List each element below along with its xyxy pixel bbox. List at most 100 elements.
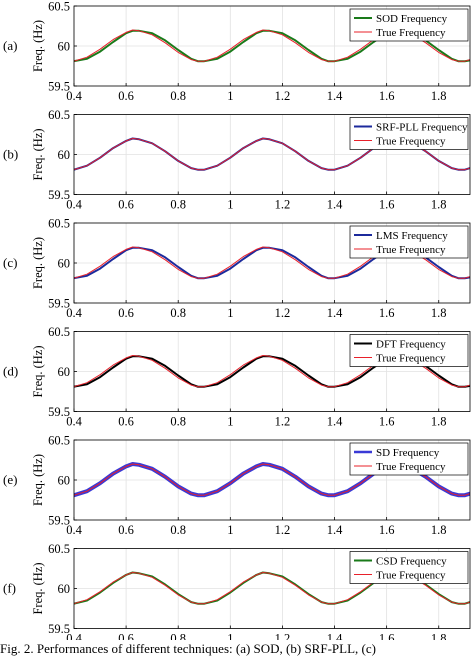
x-tick-label: 1.6 <box>379 415 395 429</box>
x-tick-label: 0.8 <box>170 89 186 103</box>
x-tick-label: 1 <box>227 306 233 320</box>
x-tick-label: 1.8 <box>431 632 447 641</box>
y-tick-label: 60.5 <box>48 325 70 339</box>
y-tick-label: 59.5 <box>48 80 70 94</box>
y-tick-label: 59.5 <box>48 297 70 311</box>
y-axis-label: Freq. (Hz) <box>31 562 45 614</box>
legend-label: True Frequency <box>376 27 446 39</box>
legend-label: SOD Frequency <box>376 13 448 25</box>
x-tick-label: 1.4 <box>327 632 343 641</box>
panel-label: (a) <box>3 38 17 53</box>
x-tick-label: 0.6 <box>118 632 134 641</box>
x-tick-label: 0.8 <box>170 415 186 429</box>
y-tick-label: 59.5 <box>48 514 70 528</box>
x-tick-label: 1.2 <box>275 198 291 212</box>
legend: LMS Frequency True Frequency <box>349 225 469 259</box>
x-tick-label: 0.4 <box>66 415 82 429</box>
x-tick-label: 0.8 <box>170 306 186 320</box>
y-axis-label: Freq. (Hz) <box>31 345 45 397</box>
figure-caption: Fig. 2. Performances of different techni… <box>0 641 376 656</box>
x-tick-label: 1.2 <box>275 523 291 537</box>
x-tick-label: 1.2 <box>275 306 291 320</box>
x-tick-label: 1.6 <box>379 523 395 537</box>
x-tick-label: 1.8 <box>431 306 447 320</box>
legend-box <box>349 551 469 584</box>
legend-box <box>349 117 469 150</box>
legend: SRF-PLL Frequency True Frequency <box>349 117 469 150</box>
y-tick-label: 60.5 <box>48 434 70 448</box>
panel-label: (f) <box>3 581 16 596</box>
x-tick-label: 0.8 <box>170 523 186 537</box>
y-tick-label: 60.5 <box>48 0 70 14</box>
y-tick-label: 59.5 <box>48 188 70 202</box>
x-tick-label: 1.4 <box>327 306 343 320</box>
x-tick-label: 1 <box>227 415 233 429</box>
y-axis-label: Freq. (Hz) <box>31 128 45 180</box>
x-tick-label: 0.8 <box>170 198 186 212</box>
panel-label: (c) <box>3 255 17 270</box>
y-tick-label: 60.5 <box>48 542 70 556</box>
x-tick-label: 0.4 <box>66 523 82 537</box>
legend-label: CSD Frequency <box>376 556 447 568</box>
legend-box <box>349 334 469 367</box>
x-tick-label: 1.6 <box>379 198 395 212</box>
y-tick-label: 60.5 <box>48 108 70 122</box>
y-tick-label: 60 <box>58 148 71 162</box>
x-tick-label: 1.4 <box>327 415 343 429</box>
legend-label: True Frequency <box>376 570 446 582</box>
x-tick-label: 1.4 <box>327 198 343 212</box>
legend-label: LMS Frequency <box>376 230 448 242</box>
x-tick-label: 1 <box>227 523 233 537</box>
legend-box <box>349 442 469 476</box>
legend: DFT Frequency True Frequency <box>349 334 469 367</box>
y-tick-label: 60 <box>58 257 71 271</box>
y-tick-label: 59.5 <box>48 622 70 636</box>
y-axis-label: Freq. (Hz) <box>31 454 45 506</box>
x-tick-label: 1.2 <box>275 632 291 641</box>
y-tick-label: 60 <box>58 474 71 488</box>
x-tick-label: 0.6 <box>118 523 134 537</box>
legend-label: True Frequency <box>376 244 446 256</box>
x-tick-label: 1.8 <box>431 523 447 537</box>
x-tick-label: 1.6 <box>379 632 395 641</box>
y-axis-label: Freq. (Hz) <box>31 20 45 72</box>
legend-label: SRF-PLL Frequency <box>376 122 468 134</box>
legend-label: True Frequency <box>376 461 446 473</box>
x-tick-label: 1.6 <box>379 306 395 320</box>
legend-label: SD Frequency <box>376 447 440 459</box>
y-tick-label: 60.5 <box>48 217 70 231</box>
x-tick-label: 0.4 <box>66 306 82 320</box>
legend-label: DFT Frequency <box>376 339 446 351</box>
panel-label: (e) <box>3 472 17 487</box>
legend-label: True Frequency <box>376 353 446 365</box>
y-tick-label: 60 <box>58 365 71 379</box>
x-tick-label: 1.8 <box>431 198 447 212</box>
x-tick-label: 0.6 <box>118 89 134 103</box>
x-tick-label: 1.2 <box>275 89 291 103</box>
x-tick-label: 1.2 <box>275 415 291 429</box>
legend-box <box>349 225 469 259</box>
x-tick-label: 0.4 <box>66 198 82 212</box>
legend: SD Frequency True Frequency <box>349 442 469 476</box>
x-tick-label: 1.4 <box>327 89 343 103</box>
y-tick-label: 60 <box>58 582 71 596</box>
x-tick-label: 1 <box>227 632 233 641</box>
legend-label: True Frequency <box>376 136 446 148</box>
legend: SOD Frequency True Frequency <box>349 8 469 42</box>
x-tick-label: 1.6 <box>379 89 395 103</box>
x-tick-label: 0.4 <box>66 89 82 103</box>
x-tick-label: 1.8 <box>431 415 447 429</box>
x-tick-label: 0.8 <box>170 632 186 641</box>
panel-label: (b) <box>3 147 18 162</box>
x-tick-label: 1.4 <box>327 523 343 537</box>
x-tick-label: 0.6 <box>118 306 134 320</box>
legend-box <box>349 8 469 42</box>
